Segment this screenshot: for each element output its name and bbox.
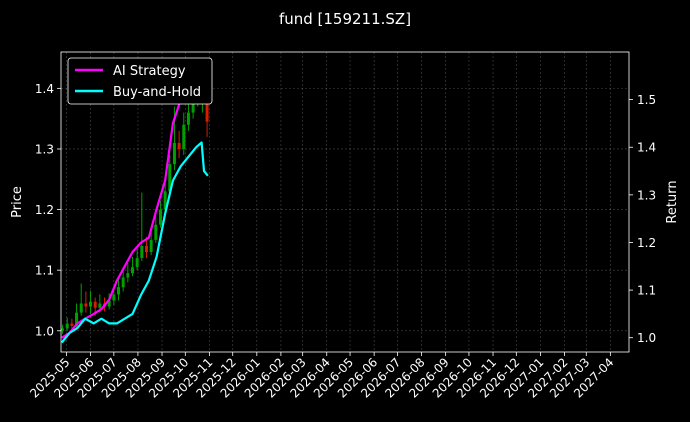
legend-label-buy-and-hold: Buy-and-Hold	[113, 85, 201, 100]
price-candle-body	[84, 303, 88, 307]
price-candle-body	[75, 312, 79, 326]
price-candle-body	[79, 303, 83, 313]
y-tick-label-left: 1.2	[35, 203, 54, 217]
y-tick-label-right: 1.2	[637, 236, 656, 250]
price-candle-body	[149, 239, 153, 252]
price-candle-body	[70, 323, 74, 326]
price-candle-body	[112, 294, 116, 301]
price-candle-body	[98, 303, 102, 308]
y-axis-label-right: Return	[665, 180, 680, 223]
price-candle-body	[177, 142, 181, 149]
price-candle-body	[126, 273, 130, 278]
price-candle-body	[93, 301, 97, 308]
price-candle-body	[135, 258, 139, 268]
price-candle-body	[144, 245, 148, 252]
y-tick-label-right: 1.4	[637, 141, 656, 155]
price-candle-body	[107, 300, 111, 307]
price-candle-body	[168, 164, 172, 192]
y-tick-label-left: 1.3	[35, 142, 54, 156]
legend: AI Strategy Buy-and-Hold	[67, 57, 213, 105]
y-tick-label-left: 1.1	[35, 264, 54, 278]
price-candle-body	[116, 287, 120, 295]
price-candle-body	[89, 301, 93, 307]
y-tick-label-right: 1.1	[637, 284, 656, 298]
y-tick-label-left: 1.0	[35, 324, 54, 338]
price-candle-body	[121, 277, 125, 288]
price-candle-body	[163, 191, 167, 210]
price-candle-body	[130, 267, 134, 274]
price-candle-body	[158, 209, 162, 225]
buy-and-hold-line	[60, 141, 209, 344]
y-tick-label-left: 1.4	[35, 82, 54, 96]
price-candle-body	[140, 245, 144, 259]
plot-frame	[60, 51, 630, 353]
price-candle-body	[182, 124, 186, 149]
price-candle-body	[154, 224, 158, 240]
legend-label-ai-strategy: AI Strategy	[113, 64, 186, 79]
price-candle-body	[186, 112, 190, 125]
price-candle-body	[61, 328, 65, 331]
chart-title: fund [159211.SZ]	[279, 10, 411, 28]
price-candle-body	[191, 100, 195, 113]
y-tick-label-right: 1.0	[637, 331, 656, 345]
price-candle-body	[65, 323, 69, 329]
legend-box	[67, 57, 213, 105]
y-tick-label-right: 1.3	[637, 188, 656, 202]
y-axis-label-left: Price	[10, 186, 25, 218]
y-tick-label-right: 1.5	[637, 93, 656, 107]
price-candle-body	[172, 142, 176, 165]
